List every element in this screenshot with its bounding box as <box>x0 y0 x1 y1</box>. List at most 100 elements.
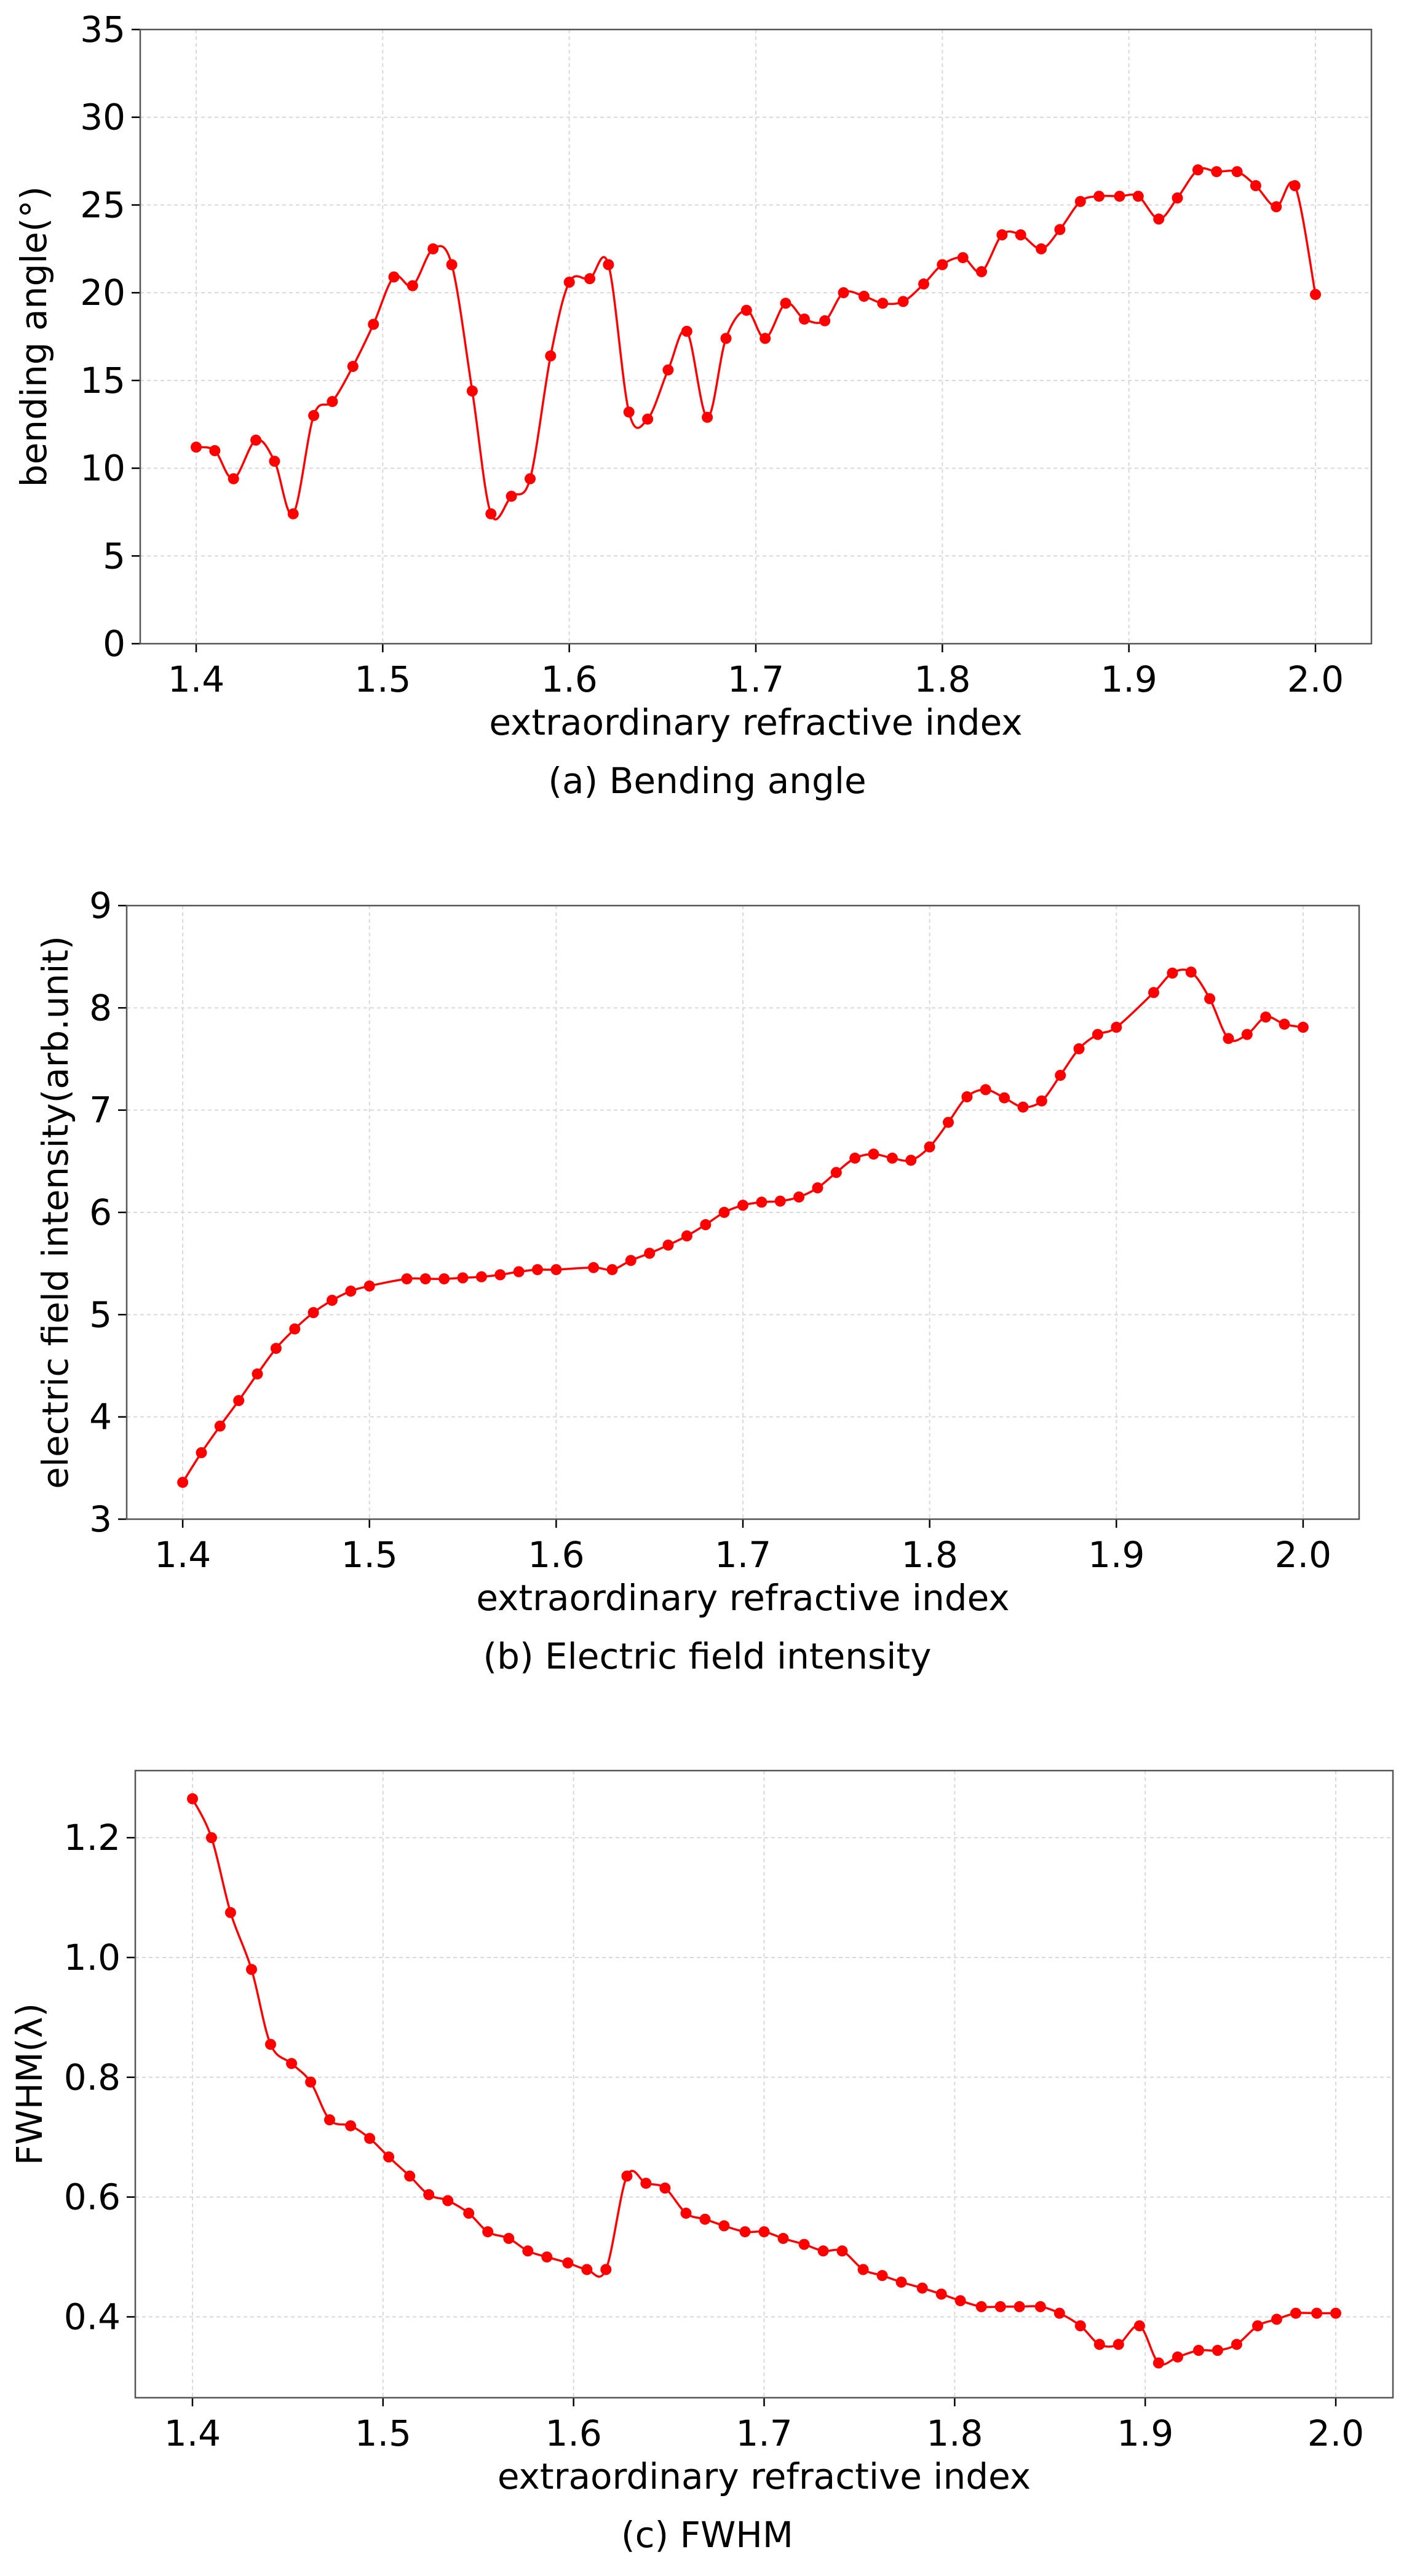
data-point <box>1111 1021 1122 1033</box>
x-tick-label: 1.6 <box>528 1534 584 1576</box>
data-point <box>700 1219 712 1230</box>
data-point <box>798 2238 810 2250</box>
y-tick-label: 35 <box>80 9 125 50</box>
data-point <box>1153 213 1165 225</box>
data-point <box>603 259 614 271</box>
y-tick-label: 8 <box>89 987 112 1029</box>
data-point <box>1310 289 1321 300</box>
data-point <box>419 1273 431 1285</box>
data-point <box>307 1307 319 1318</box>
data-point <box>756 1196 768 1208</box>
x-tick-label: 1.5 <box>355 2412 411 2454</box>
data-point <box>286 2058 298 2069</box>
data-point <box>494 1269 506 1281</box>
x-tick-label: 1.4 <box>168 658 224 700</box>
data-point <box>739 2226 751 2238</box>
y-tick-label: 30 <box>80 97 125 138</box>
data-point <box>1053 2307 1065 2319</box>
y-tick-label: 10 <box>80 448 125 489</box>
data-point <box>830 1167 842 1179</box>
data-point <box>327 1295 338 1306</box>
data-point <box>857 2264 869 2275</box>
data-point <box>305 2076 317 2088</box>
data-point <box>1297 1021 1309 1033</box>
data-point <box>581 2264 593 2275</box>
data-point <box>475 1271 487 1282</box>
data-point <box>1185 966 1197 978</box>
x-tick-label: 1.7 <box>736 2412 792 2454</box>
data-point <box>1013 2301 1025 2312</box>
data-point <box>347 361 359 372</box>
data-point <box>327 396 338 408</box>
data-point <box>819 315 831 326</box>
data-point <box>503 2232 515 2244</box>
data-point <box>777 2232 789 2244</box>
data-point <box>681 1230 692 1242</box>
data-point <box>532 1264 543 1276</box>
data-point <box>1211 166 1223 178</box>
x-tick-label: 2.0 <box>1287 658 1344 700</box>
x-tick-label: 1.4 <box>154 1534 211 1576</box>
data-point <box>994 2301 1006 2312</box>
data-point <box>740 304 752 316</box>
data-point <box>737 1199 748 1211</box>
x-tick-label: 1.8 <box>902 1534 958 1576</box>
data-point <box>1192 164 1204 176</box>
y-tick-label: 1.2 <box>64 1817 121 1859</box>
x-tick-label: 1.4 <box>164 2412 221 2454</box>
data-point <box>895 2277 907 2288</box>
plot-frame <box>139 28 1373 645</box>
x-tick-label: 1.5 <box>354 658 411 700</box>
plot-frame <box>125 904 1360 1520</box>
data-point <box>1290 2307 1301 2319</box>
data-point <box>1279 1018 1290 1030</box>
data-point <box>388 271 400 283</box>
data-point <box>1231 2339 1242 2350</box>
data-point <box>1250 180 1261 191</box>
data-point <box>1289 180 1301 191</box>
data-point <box>980 1084 991 1096</box>
data-point <box>541 2251 553 2263</box>
x-tick-label: 1.8 <box>914 658 970 700</box>
y-tick-label: 0.8 <box>64 2056 121 2098</box>
data-point <box>525 473 536 484</box>
data-point <box>849 1152 861 1164</box>
y-axis-label: FWHM(λ) <box>9 2003 50 2165</box>
data-point <box>996 229 1008 240</box>
x-tick-label: 1.9 <box>1101 658 1157 700</box>
data-point <box>438 1273 450 1285</box>
data-point <box>383 2151 395 2163</box>
data-point <box>401 1273 413 1285</box>
data-point <box>774 1195 786 1207</box>
x-tick-label: 1.9 <box>1117 2412 1173 2454</box>
data-point <box>513 1266 525 1278</box>
data-point <box>308 409 320 421</box>
data-point <box>1223 1033 1234 1045</box>
data-point <box>838 287 849 299</box>
data-point <box>817 2245 829 2257</box>
data-point <box>1311 2307 1323 2319</box>
data-point <box>976 266 987 277</box>
x-axis-label: extraordinary refractive index <box>476 1577 1009 1619</box>
data-point <box>345 2120 357 2132</box>
data-point <box>485 508 497 520</box>
data-point <box>1093 191 1105 202</box>
y-tick-label: 25 <box>80 184 125 226</box>
x-tick-label: 1.9 <box>1088 1534 1144 1576</box>
data-point <box>1133 2320 1145 2332</box>
data-point <box>1074 196 1086 207</box>
panel-caption: (b) Electric field intensity <box>483 1635 932 1677</box>
data-point <box>457 1272 469 1284</box>
data-point <box>1036 1095 1047 1107</box>
y-tick-label: 0 <box>103 623 125 665</box>
data-point <box>287 508 299 520</box>
x-tick-label: 2.0 <box>1275 1534 1331 1576</box>
data-point <box>550 1264 562 1276</box>
x-tick-label: 1.6 <box>545 2412 602 2454</box>
data-point <box>250 434 262 446</box>
data-point <box>644 1247 656 1259</box>
y-tick-label: 6 <box>89 1191 112 1233</box>
panel-a: 1.4 1.5 1.6 1.7 1.8 1.9 2.0 0 5 10 15 20 25 30 35 ext… <box>13 9 1373 802</box>
x-tick-label: 1.7 <box>728 658 784 700</box>
